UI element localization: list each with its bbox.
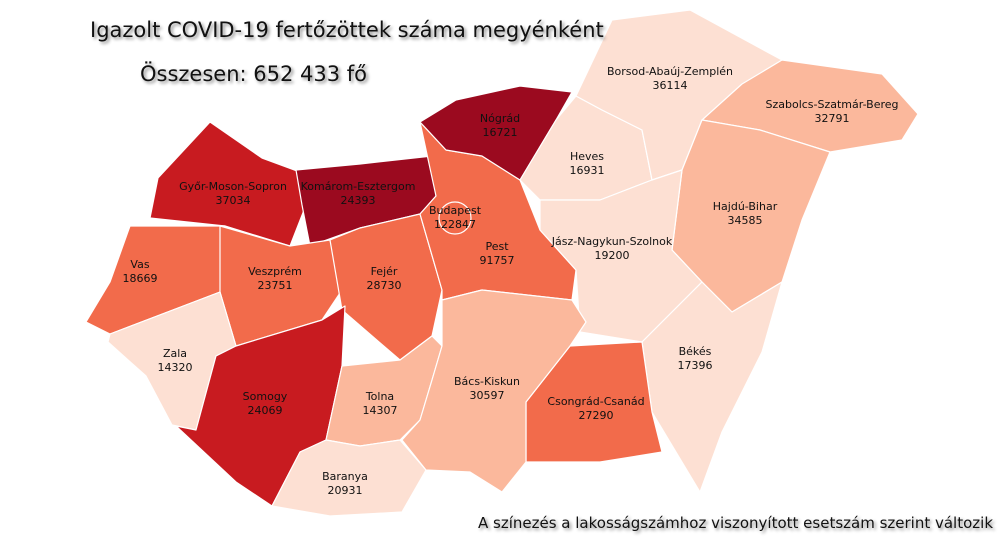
county-cases-label: 30597 xyxy=(470,389,505,402)
county-cases-label: 18669 xyxy=(123,272,158,285)
county-name-label: Komárom-Esztergom xyxy=(301,180,416,193)
county-cases-label: 122847 xyxy=(434,218,476,231)
county-name-label: Somogy xyxy=(243,390,288,403)
county-name-label: Veszprém xyxy=(248,265,302,278)
map-title: Igazolt COVID-19 fertőzöttek száma megyé… xyxy=(90,18,604,42)
total-cases: Összesen: 652 433 fő xyxy=(140,62,368,86)
county-cases-label: 23751 xyxy=(258,279,293,292)
county-name-label: Győr-Moson-Sopron xyxy=(179,180,287,193)
county-name-label: Békés xyxy=(679,345,712,358)
county-name-label: Nógrád xyxy=(480,112,520,125)
county-name-label: Budapest xyxy=(429,204,482,217)
county-cases-label: 14320 xyxy=(158,361,193,374)
county-cases-label: 28730 xyxy=(367,279,402,292)
county-cases-label: 17396 xyxy=(678,359,713,372)
county-cases-label: 34585 xyxy=(728,214,763,227)
county-bekes xyxy=(641,281,783,493)
county-cases-label: 16931 xyxy=(570,164,605,177)
county-name-label: Tolna xyxy=(365,390,394,403)
county-budapest xyxy=(438,201,472,235)
county-cases-label: 37034 xyxy=(216,194,251,207)
county-bacs-kiskun xyxy=(401,289,587,493)
coloring-note: A színezés a lakosságszámhoz viszonyítot… xyxy=(478,514,994,532)
county-name-label: Heves xyxy=(570,150,604,163)
county-baranya xyxy=(271,439,427,517)
county-name-label: Baranya xyxy=(322,470,368,483)
county-cases-label: 27290 xyxy=(579,409,614,422)
county-cases-label: 32791 xyxy=(815,112,850,125)
county-name-label: Borsod-Abaúj-Zemplén xyxy=(607,65,733,78)
county-cases-label: 16721 xyxy=(483,126,518,139)
county-cases-label: 19200 xyxy=(595,249,630,262)
county-name-label: Vas xyxy=(130,258,149,271)
county-cases-label: 24069 xyxy=(248,404,283,417)
county-fejer xyxy=(329,213,443,361)
county-name-label: Csongrád-Csanád xyxy=(547,395,644,408)
county-name-label: Zala xyxy=(163,347,187,360)
county-cases-label: 36114 xyxy=(653,79,688,92)
county-name-label: Pest xyxy=(485,240,509,253)
county-cases-label: 91757 xyxy=(480,254,515,267)
county-name-label: Jász-Nagykun-Szolnok xyxy=(551,235,673,248)
county-cases-label: 20931 xyxy=(328,484,363,497)
county-cases-label: 14307 xyxy=(363,404,398,417)
county-name-label: Bács-Kiskun xyxy=(454,375,520,388)
county-name-label: Hajdú-Bihar xyxy=(713,200,778,213)
county-name-label: Szabolcs-Szatmár-Bereg xyxy=(765,98,898,111)
county-cases-label: 24393 xyxy=(341,194,376,207)
county-name-label: Fejér xyxy=(371,265,398,278)
